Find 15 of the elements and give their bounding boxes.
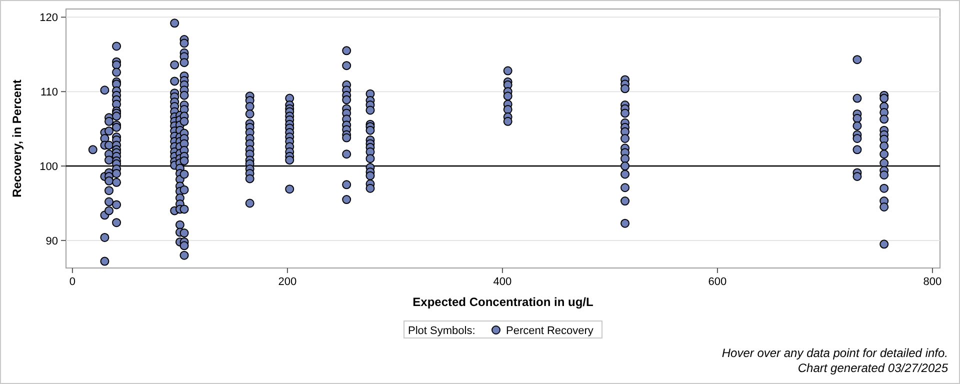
text: Chart generated 03/27/2025 xyxy=(798,361,948,375)
x-tick-label: 600 xyxy=(708,276,727,288)
x-axis-title: Expected Concentration in ug/L xyxy=(412,295,594,309)
text: Hover over any data point for detailed info. xyxy=(722,346,948,360)
legend-label: Percent Recovery xyxy=(506,325,594,337)
x-tick-label: 400 xyxy=(493,276,512,288)
y-tick-label: 110 xyxy=(40,86,58,99)
y-axis-title: Recovery, in Percent xyxy=(10,80,24,198)
x-tick-label: 0 xyxy=(69,276,76,288)
y-tick-label: 100 xyxy=(40,161,58,174)
y-tick-label: 120 xyxy=(40,12,58,24)
x-tick-label: 200 xyxy=(278,276,297,288)
x-tick-label: 800 xyxy=(923,276,942,288)
legend-title: Plot Symbols: xyxy=(408,325,476,337)
y-tick-label: 90 xyxy=(46,235,58,248)
